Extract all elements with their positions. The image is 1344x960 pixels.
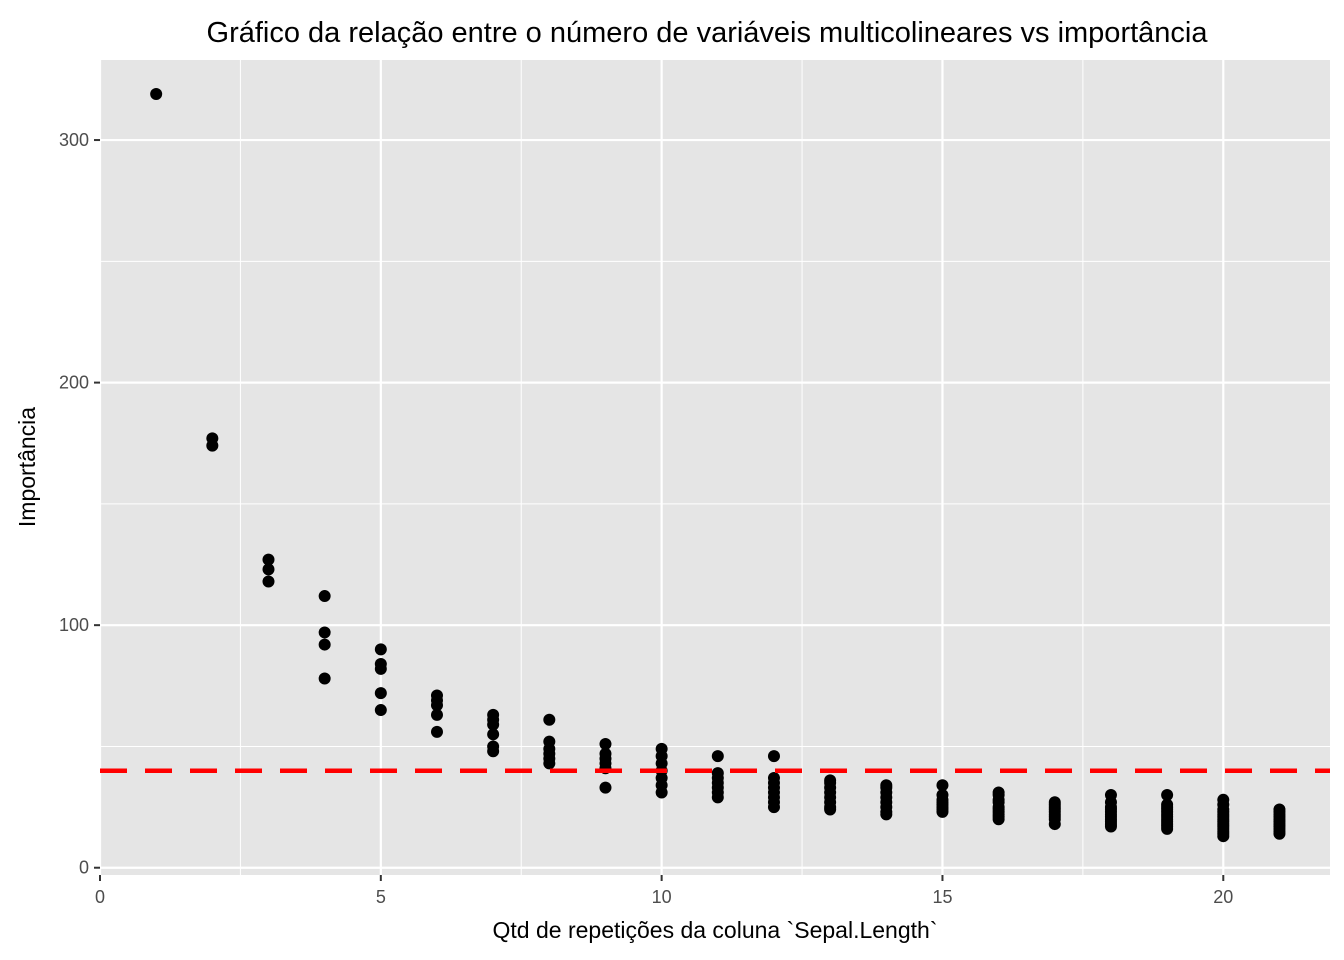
data-point-x13-7 [824,803,837,816]
data-point-x6-3 [430,708,443,721]
x-tick-label-3: 15 [932,887,952,907]
data-point-x7-5 [487,745,500,758]
data-point-x10-6 [655,786,668,799]
data-point-x7-2 [487,718,500,731]
data-point-x6-2 [430,699,443,712]
y-tick-label-3: 300 [59,130,89,150]
data-point-x5-0 [374,643,387,656]
data-points [150,87,1286,843]
data-point-x17-8 [1048,818,1061,831]
data-point-x15-0 [936,779,949,792]
data-point-x4-2 [318,638,331,651]
minor-grid [100,60,1330,875]
plot-panel [100,60,1330,875]
data-point-x3-1 [262,563,275,576]
y-tick-label-1: 100 [59,615,89,635]
data-point-x19-0 [1161,788,1174,801]
x-axis-label: Qtd de repetições da coluna `Sepal.Lengt… [493,917,938,943]
y-tick-label-0: 0 [79,858,89,878]
data-point-x2-1 [206,439,219,452]
x-axis-ticks: 0 5 10 15 20 [95,875,1233,907]
chart-title: Gráfico da relação entre o número de var… [207,17,1209,49]
x-tick-label-2: 10 [652,887,672,907]
data-point-x1-0 [150,87,163,100]
major-grid [98,60,1330,875]
data-point-x9-5 [599,781,612,794]
data-point-x11-0 [711,750,724,763]
data-point-x18-10 [1104,820,1117,833]
data-point-x11-6 [711,791,724,804]
data-point-x6-4 [430,725,443,738]
data-point-x3-0 [262,553,275,566]
data-point-x14-7 [880,808,893,821]
data-point-x4-1 [318,626,331,639]
data-point-x5-3 [374,687,387,700]
x-tick-label-0: 0 [95,887,105,907]
data-point-x15-7 [936,805,949,818]
data-point-x5-4 [374,704,387,717]
data-point-x5-2 [374,662,387,675]
data-point-x12-0 [767,750,780,763]
data-point-x8-5 [543,757,556,770]
x-tick-label-4: 20 [1213,887,1233,907]
data-point-x3-2 [262,575,275,588]
data-point-x4-3 [318,672,331,685]
data-point-x12-7 [767,801,780,814]
data-point-x19-11 [1161,822,1174,835]
y-axis-ticks: 0 100 200 300 [59,130,100,878]
y-tick-label-2: 200 [59,373,89,393]
data-point-x4-0 [318,590,331,603]
x-tick-label-1: 5 [376,887,386,907]
data-point-x7-3 [487,728,500,741]
data-point-x21-10 [1273,827,1286,840]
data-point-x9-0 [599,738,612,751]
data-point-x16-9 [992,813,1005,826]
data-point-x20-13 [1217,830,1230,843]
y-axis-label: Importância [14,407,40,527]
data-point-x8-0 [543,713,556,726]
